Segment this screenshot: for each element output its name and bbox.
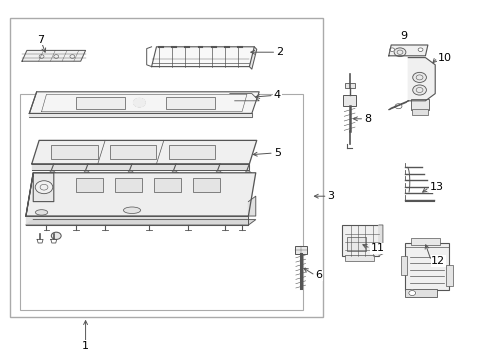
Circle shape (408, 291, 415, 296)
Circle shape (133, 98, 145, 107)
Text: 3: 3 (327, 191, 334, 201)
Polygon shape (26, 216, 248, 225)
Circle shape (412, 85, 426, 95)
Polygon shape (249, 47, 256, 69)
Bar (76, 97, 124, 109)
Bar (166, 97, 215, 109)
Text: 8: 8 (364, 114, 371, 124)
Polygon shape (32, 140, 256, 164)
Polygon shape (378, 225, 382, 256)
Polygon shape (151, 47, 254, 67)
Bar (20, 94, 303, 310)
Bar (343, 95, 355, 106)
Bar (154, 178, 181, 192)
Polygon shape (388, 101, 407, 110)
Polygon shape (29, 92, 259, 113)
Polygon shape (22, 50, 85, 61)
Ellipse shape (123, 207, 141, 213)
Bar (410, 99, 428, 110)
Polygon shape (407, 58, 434, 101)
Text: 11: 11 (370, 243, 384, 253)
Text: 2: 2 (276, 47, 283, 57)
Circle shape (51, 232, 61, 239)
Text: 4: 4 (273, 90, 281, 100)
Text: 6: 6 (315, 270, 322, 280)
Text: 1: 1 (82, 341, 89, 351)
Bar (411, 109, 427, 115)
Text: 12: 12 (430, 256, 445, 266)
Text: 5: 5 (273, 148, 280, 158)
Bar (400, 256, 406, 275)
Bar (76, 178, 102, 192)
Bar (344, 255, 373, 261)
Circle shape (412, 72, 426, 82)
Bar (404, 289, 436, 297)
Text: 10: 10 (437, 53, 451, 63)
Bar (168, 145, 215, 159)
Polygon shape (248, 196, 255, 216)
Text: 13: 13 (428, 182, 443, 192)
Circle shape (417, 48, 422, 51)
Ellipse shape (36, 210, 48, 215)
Polygon shape (29, 113, 251, 117)
Circle shape (35, 181, 53, 194)
Polygon shape (26, 220, 255, 225)
Bar (346, 237, 365, 251)
Circle shape (394, 104, 401, 109)
Bar (344, 83, 354, 88)
Bar (404, 243, 448, 290)
Bar (10, 18, 322, 317)
Circle shape (389, 48, 394, 51)
Bar (410, 238, 439, 245)
Bar (294, 246, 306, 254)
Polygon shape (26, 173, 54, 216)
Polygon shape (388, 45, 427, 56)
Polygon shape (32, 164, 249, 170)
Text: 9: 9 (399, 31, 406, 41)
Bar (51, 145, 98, 159)
Text: 7: 7 (37, 35, 44, 45)
Bar (115, 178, 142, 192)
Polygon shape (26, 173, 255, 216)
Circle shape (393, 48, 405, 57)
Bar (110, 145, 156, 159)
Bar (445, 265, 452, 286)
Bar (193, 178, 220, 192)
Bar (342, 225, 378, 256)
